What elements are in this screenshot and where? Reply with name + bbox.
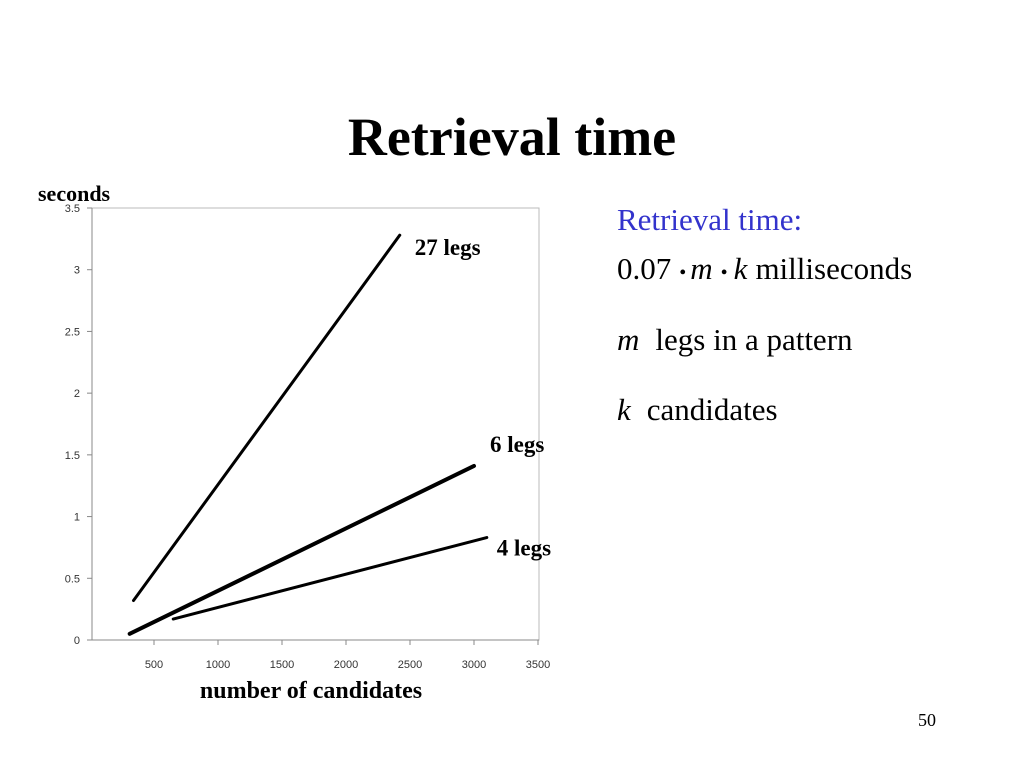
x-tick-label: 3500	[526, 659, 550, 671]
slide-title: Retrieval time	[348, 107, 676, 167]
formula-part: m	[690, 251, 712, 286]
series-label: 6 legs	[490, 432, 544, 457]
k-symbol: k	[617, 392, 632, 427]
y-tick-label: 2	[74, 388, 80, 400]
y-tick-label: 0.5	[65, 573, 80, 585]
formula: 0.07 • m • k milliseconds	[617, 251, 912, 286]
notes-heading: Retrieval time:	[617, 202, 802, 237]
x-tick-label: 2500	[398, 659, 422, 671]
series-line	[127, 463, 476, 636]
y-tick-label: 1	[74, 512, 80, 524]
x-tick-label: 2000	[334, 659, 358, 671]
m-line: m legs in a pattern	[617, 322, 853, 357]
x-tick-label: 3000	[462, 659, 486, 671]
x-tick-label: 1500	[270, 659, 294, 671]
m-symbol: m	[617, 322, 639, 357]
y-tick-label: 2.5	[65, 326, 80, 338]
formula-part: •	[721, 262, 728, 284]
series-label: 4 legs	[497, 536, 551, 561]
formula-part: k	[734, 251, 749, 286]
k-line: k candidates	[617, 392, 778, 427]
plot-frame	[91, 207, 540, 641]
y-tick-label: 3	[74, 265, 80, 277]
y-axis-label: seconds	[38, 181, 111, 206]
y-tick-label: 0	[74, 635, 80, 647]
page-number: 50	[918, 710, 936, 730]
k-text: candidates	[647, 392, 778, 427]
y-tick-label: 1.5	[65, 450, 80, 462]
formula-part: milliseconds	[755, 251, 912, 286]
series-line	[132, 233, 402, 603]
x-tick-label: 1000	[206, 659, 230, 671]
formula-part: 0.07	[617, 251, 671, 286]
y-tick-label: 3.5	[65, 203, 80, 215]
formula-part: •	[679, 262, 686, 284]
x-tick-label: 500	[145, 659, 163, 671]
series-line	[171, 536, 489, 621]
x-axis-label: number of candidates	[200, 678, 422, 704]
m-text: legs in a pattern	[655, 322, 853, 357]
series-label: 27 legs	[415, 235, 481, 260]
